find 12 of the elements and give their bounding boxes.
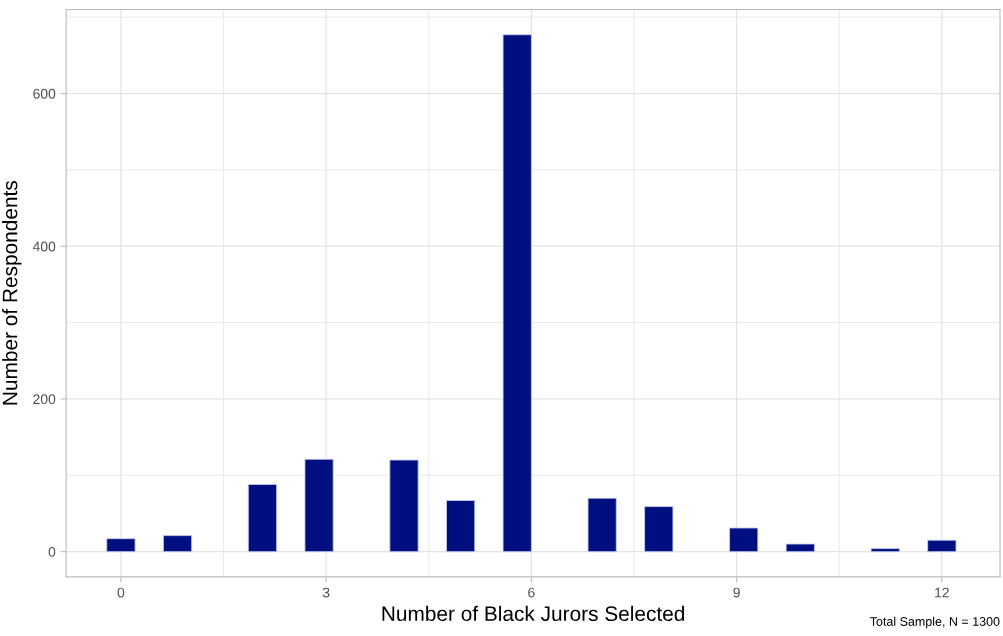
x-tick-label: 3 bbox=[322, 587, 330, 598]
x-tick-label: 0 bbox=[117, 587, 125, 598]
y-tick-label: 200 bbox=[33, 394, 56, 405]
y-tick-label: 0 bbox=[48, 546, 56, 557]
y-tick-label: 600 bbox=[33, 88, 56, 99]
y-axis-title: Number of Respondents bbox=[2, 181, 22, 405]
x-tick-label: 12 bbox=[935, 587, 949, 598]
text: Total Sample, N = 1300 bbox=[870, 616, 1000, 629]
x-tick-label: 6 bbox=[528, 587, 535, 598]
y-tick-label: 400 bbox=[32, 241, 56, 252]
x-tick-label: 9 bbox=[733, 587, 740, 598]
x-axis-title: Number of Black Jurors Selected bbox=[382, 605, 685, 622]
